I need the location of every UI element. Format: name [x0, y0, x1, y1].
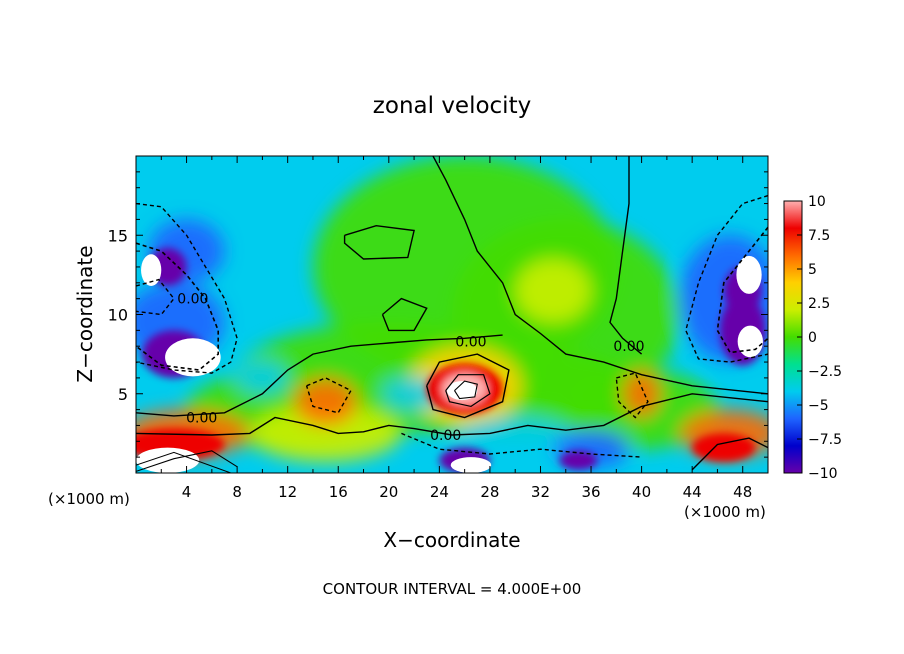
contour-line [305, 377, 352, 414]
contour-line [136, 451, 231, 473]
y-axis-label: Z−coordinate [73, 245, 97, 382]
contour-line [136, 450, 238, 472]
contour-interval-footer: CONTOUR INTERVAL = 4.000E+00 [323, 580, 582, 598]
contour-labels: 0.00 0.00 0.00 0.00 0.00 [177, 292, 644, 444]
x-tick-label: 28 [480, 483, 499, 501]
y-tick-label: 5 [118, 385, 128, 404]
colorbar-label: 7.5 [808, 228, 830, 244]
colorbar-label: 2.5 [808, 296, 830, 312]
colorbar: 10 7.5 5 2.5 0 −2.5 −5 −7.5 −10 [783, 194, 842, 482]
contour-line [136, 242, 219, 371]
x-tick-label: 40 [632, 483, 651, 501]
contour-line [685, 194, 768, 363]
x-tick-label: 48 [733, 483, 752, 501]
x-tick-label: 8 [232, 483, 242, 501]
contour-line [426, 353, 510, 419]
field-region [622, 369, 661, 418]
x-tick-label: 36 [581, 483, 600, 501]
x-axis-ticks: 4 8 12 16 20 24 28 32 36 40 44 48 [160, 156, 752, 501]
colorbar-label: −5 [808, 398, 829, 414]
contour-lines [136, 156, 768, 473]
x-unit-label-right: (×1000 m) [684, 503, 766, 521]
field-region [249, 404, 402, 462]
y-tick-label: 10 [108, 306, 128, 325]
colorbar-label: −10 [808, 466, 838, 482]
x-unit-label-left: (×1000 m) [48, 490, 130, 508]
contour-line [454, 380, 478, 400]
field-region [237, 362, 288, 394]
colorbar-label: 10 [808, 194, 826, 210]
chart-title: zonal velocity [373, 93, 531, 119]
contour-line [691, 437, 768, 471]
field-extreme-region [450, 457, 492, 473]
field-extreme-region [446, 381, 478, 401]
contour-label: 0.00 [177, 292, 208, 308]
field-extreme-region [736, 255, 762, 294]
velocity-field [136, 156, 768, 473]
y-tick-label: 15 [108, 226, 128, 245]
x-tick-label: 20 [379, 483, 398, 501]
contour-line [615, 372, 649, 419]
contour-line [136, 334, 503, 417]
y-axis-ticks: 5 10 15 [108, 171, 768, 458]
contour-label: 0.00 [613, 339, 644, 355]
field-core [692, 433, 756, 462]
contour-line [136, 278, 175, 316]
contour-line [445, 374, 491, 408]
contour-line [609, 156, 643, 355]
colorbar-label: 5 [808, 262, 817, 278]
field-region [294, 377, 358, 426]
contour-line [136, 393, 768, 436]
contour-line [343, 224, 415, 260]
field-extreme-region [165, 338, 221, 377]
x-tick-label: 32 [531, 483, 550, 501]
x-tick-label: 4 [182, 483, 192, 501]
field-region [515, 259, 592, 323]
colorbar-label: −2.5 [808, 364, 842, 380]
x-tick-label: 44 [683, 483, 702, 501]
x-tick-label: 24 [430, 483, 449, 501]
contour-line [136, 202, 238, 374]
contour-label: 0.00 [186, 411, 217, 427]
contour-line [716, 226, 768, 354]
field-extreme-region [737, 325, 763, 358]
x-axis-label: X−coordinate [383, 528, 520, 552]
colorbar-label: 0 [808, 330, 817, 346]
x-tick-label: 16 [329, 483, 348, 501]
contour-label: 0.00 [430, 428, 461, 444]
field-core [559, 450, 598, 470]
colorbar-label: −7.5 [808, 432, 842, 448]
contour-line [381, 297, 428, 332]
contour-line [432, 156, 768, 395]
field-extreme-region [141, 254, 162, 286]
x-tick-label: 12 [278, 483, 297, 501]
contour-label: 0.00 [455, 334, 486, 350]
